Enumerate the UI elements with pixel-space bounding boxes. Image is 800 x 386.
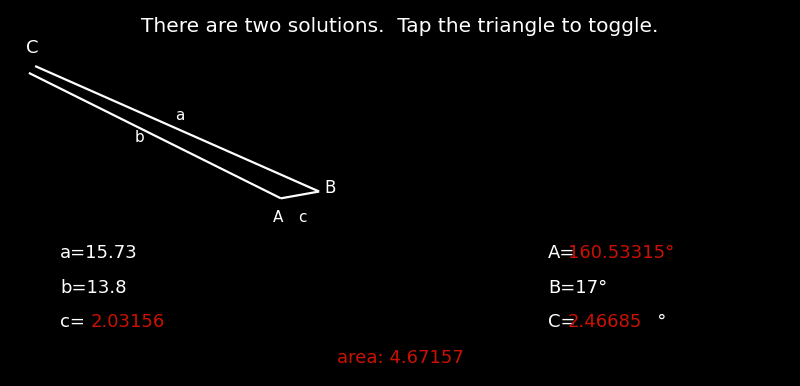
Text: C=: C= — [548, 313, 575, 331]
Text: A: A — [274, 210, 283, 225]
Text: c: c — [298, 210, 306, 225]
Text: a: a — [175, 108, 185, 123]
Text: There are two solutions.  Tap the triangle to toggle.: There are two solutions. Tap the triangl… — [142, 17, 658, 36]
Text: 2.46685: 2.46685 — [568, 313, 642, 331]
Text: 160.53315°: 160.53315° — [568, 244, 674, 262]
Text: area: 4.67157: area: 4.67157 — [337, 349, 463, 367]
Text: °: ° — [640, 313, 666, 331]
Text: A=: A= — [548, 244, 575, 262]
Text: a=15.73: a=15.73 — [60, 244, 138, 262]
Text: c=: c= — [60, 313, 85, 331]
Text: B: B — [324, 179, 335, 197]
Text: b=13.8: b=13.8 — [60, 279, 126, 296]
Text: b: b — [135, 130, 145, 144]
Text: C: C — [26, 39, 39, 57]
Text: 2.03156: 2.03156 — [90, 313, 165, 331]
Text: B=17°: B=17° — [548, 279, 607, 296]
